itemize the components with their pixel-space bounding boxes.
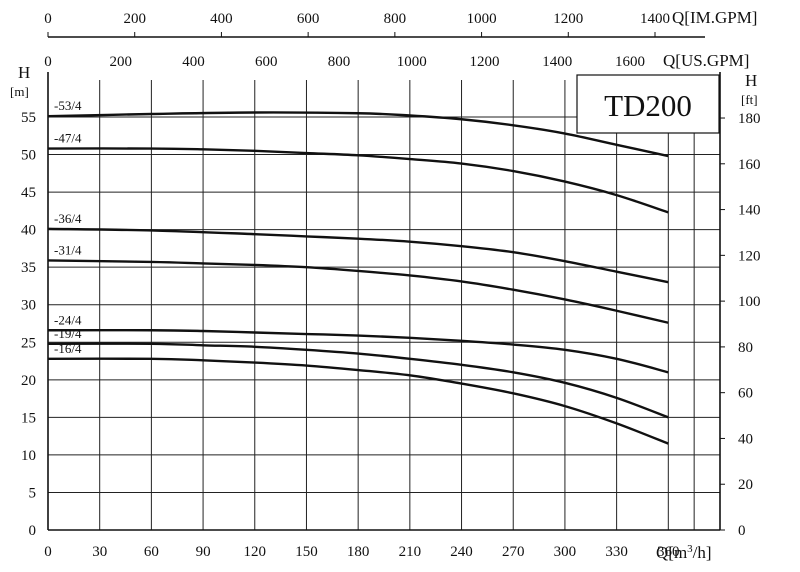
- series-label: -31/4: [54, 242, 82, 257]
- x-axis-label-tail: /h]: [693, 543, 712, 562]
- us-gpm-tick-label: 400: [182, 54, 205, 70]
- y-tick-label: 15: [21, 410, 36, 426]
- series-line: [47, 227, 669, 284]
- us-gpm-tick-label: 600: [255, 54, 278, 70]
- top-axes: 0 200 400 600 800 1000 1200 1400 0 200 400 600 800 10…: [44, 11, 705, 70]
- series-line: [47, 147, 669, 214]
- us-gpm-tick-label: 1200: [470, 54, 500, 70]
- series-label: -24/4: [54, 312, 82, 327]
- ft-tick-label: 160: [738, 157, 761, 173]
- y-tick-label: 45: [21, 185, 36, 201]
- y-tick-label: 5: [29, 485, 37, 501]
- im-gpm-tick-label: 1000: [467, 11, 497, 27]
- y-tick-label: 0: [29, 523, 37, 539]
- series-line: [47, 111, 669, 158]
- y-axis-unit: [m]: [10, 84, 29, 99]
- ft-tick-label: 180: [738, 111, 761, 127]
- us-gpm-tick-label: 0: [44, 54, 52, 70]
- x-tick-label: 90: [196, 544, 211, 560]
- title-box: [576, 74, 720, 134]
- second-axis-label: Q[US.GPM]: [663, 51, 749, 70]
- series-label: -16/4: [54, 341, 82, 356]
- x-tick-label: 180: [347, 544, 370, 560]
- y-tick-label: 20: [21, 373, 36, 389]
- x-tick-label: 150: [295, 544, 318, 560]
- x-tick-label: 0: [44, 544, 52, 560]
- x-tick-label: 30: [92, 544, 107, 560]
- ft-tick-label: 20: [738, 477, 753, 493]
- y-tick-label: 10: [21, 448, 36, 464]
- ft-tick-label: 140: [738, 203, 761, 219]
- us-gpm-tick-label: 800: [328, 54, 351, 70]
- x-tick-label: 120: [244, 544, 267, 560]
- im-gpm-tick-label: 1200: [553, 11, 583, 27]
- chart-title: TD200: [604, 88, 692, 123]
- x-tick-label: 240: [450, 544, 473, 560]
- ft-tick-label: 0: [738, 523, 746, 539]
- us-gpm-tick-label: 1000: [397, 54, 427, 70]
- y-tick-label: 25: [21, 335, 36, 351]
- plot-frame: [47, 72, 721, 531]
- us-gpm-tick-label: 1400: [542, 54, 572, 70]
- x-axis-label-sup: 3: [687, 543, 693, 555]
- im-gpm-tick-label: 800: [384, 11, 407, 27]
- im-gpm-tick-label: 1400: [640, 11, 670, 27]
- top-axis-label: Q[IM.GPM]: [672, 8, 757, 27]
- x-tick-label: 60: [144, 544, 159, 560]
- series-label: -53/4: [54, 98, 82, 113]
- x-tick-label: 360: [657, 544, 680, 560]
- x-axis-label: Q[m3/h]: [656, 543, 712, 562]
- us-gpm-tick-label: 1600: [615, 54, 645, 70]
- us-gpm-tick-label: 200: [110, 54, 133, 70]
- series-label: -36/4: [54, 211, 82, 226]
- x-tick-label: 210: [399, 544, 422, 560]
- ft-tick-label: 80: [738, 340, 753, 356]
- series-line: [47, 342, 669, 419]
- ft-tick-label: 120: [738, 248, 761, 264]
- im-gpm-tick-label: 600: [297, 11, 320, 27]
- ft-tick-label: 60: [738, 386, 753, 402]
- x-tick-label: 330: [605, 544, 628, 560]
- series-label: -47/4: [54, 131, 82, 146]
- curves: -53/4 -47/4 -36/4 -31/4 -24/4-19/4-16/4: [47, 98, 669, 445]
- y-tick-label: 55: [21, 110, 36, 126]
- y-tick-label: 30: [21, 298, 36, 314]
- series-line: [47, 259, 669, 324]
- y-tick-label: 40: [21, 223, 36, 239]
- y-axis-label: H: [18, 63, 30, 82]
- series-label: -19/4: [54, 326, 82, 341]
- im-gpm-tick-label: 200: [123, 11, 146, 27]
- x-axis-label-main: Q[m: [656, 543, 687, 562]
- y2-axis-label: H: [745, 71, 757, 90]
- ft-tick-label: 40: [738, 431, 753, 447]
- y-tick-label: 35: [21, 260, 36, 276]
- im-gpm-tick-label: 400: [210, 11, 233, 27]
- series-line: [47, 357, 669, 445]
- tick-labels: 0 30 60 90 120 150 180 210 240 270 300 330 360051015…: [21, 110, 761, 560]
- y-tick-label: 50: [21, 148, 36, 164]
- x-tick-label: 270: [502, 544, 525, 560]
- x-tick-label: 300: [554, 544, 577, 560]
- im-gpm-tick-label: 0: [44, 11, 52, 27]
- ft-tick-label: 100: [738, 294, 761, 310]
- series-line: [47, 329, 669, 374]
- y2-axis-unit: [ft]: [741, 92, 758, 107]
